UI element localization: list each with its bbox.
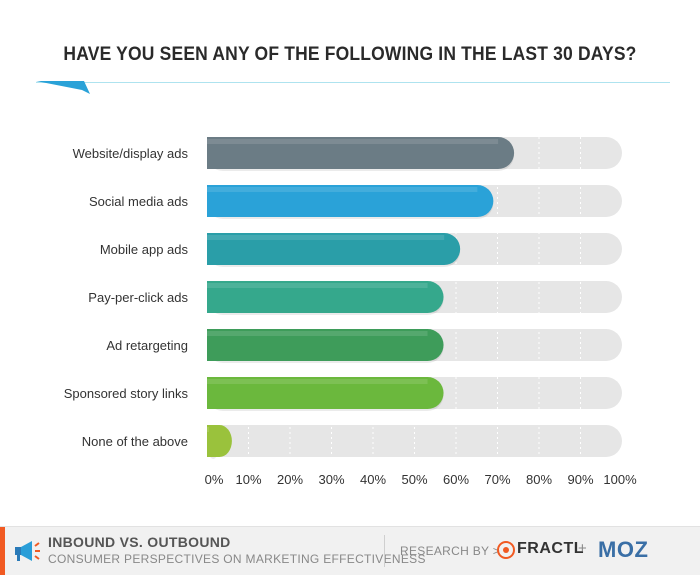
bar (207, 329, 444, 361)
x-tick-label: 30% (318, 472, 344, 487)
category-label: Sponsored story links (64, 386, 189, 401)
x-tick-label: 60% (443, 472, 469, 487)
footer-divider (384, 535, 385, 567)
chart-title: HAVE YOU SEEN ANY OF THE FOLLOWING IN TH… (63, 44, 637, 65)
bar-highlight (207, 283, 428, 288)
category-label: Website/display ads (73, 146, 189, 161)
footer-accent-bar (0, 527, 5, 575)
category-label: Mobile app ads (100, 242, 189, 257)
footer: INBOUND VS. OUTBOUND CONSUMER PERSPECTIV… (0, 526, 700, 575)
category-label: Ad retargeting (106, 338, 188, 353)
bar (207, 137, 515, 169)
bar-highlight (207, 331, 428, 336)
bar-track (207, 425, 622, 457)
x-tick-label: 100% (603, 472, 637, 487)
research-by-label: RESEARCH BY > (400, 544, 501, 558)
moz-logo-text: MOZ (598, 537, 649, 562)
plus-sign: + (578, 540, 587, 557)
title-divider (36, 82, 670, 83)
x-tick-label: 50% (401, 472, 427, 487)
bar-highlight (207, 139, 499, 144)
fractl-logo-text: FRACTL (517, 540, 584, 557)
footer-subtitle: CONSUMER PERSPECTIVES ON MARKETING EFFEC… (48, 552, 426, 566)
category-label: None of the above (82, 434, 188, 449)
x-tick-label: 70% (484, 472, 510, 487)
megaphone-icon (15, 541, 40, 561)
bar-highlight (207, 187, 478, 192)
x-tick-label: 40% (360, 472, 386, 487)
bar-chart: Website/display ads Social media ads Mobil… (64, 137, 637, 487)
title-flag-decoration (36, 81, 90, 94)
footer-title: INBOUND VS. OUTBOUND (48, 534, 231, 550)
x-tick-label: 0% (205, 472, 224, 487)
bar (207, 425, 232, 457)
bar (207, 233, 461, 265)
bar-highlight (207, 235, 445, 240)
category-label: Pay-per-click ads (88, 290, 188, 305)
bar-highlight (207, 379, 428, 384)
x-tick-label: 20% (277, 472, 303, 487)
x-tick-label: 90% (567, 472, 593, 487)
bar (207, 185, 494, 217)
fractl-logo-icon (497, 541, 515, 559)
x-tick-label: 10% (235, 472, 261, 487)
x-tick-label: 80% (526, 472, 552, 487)
bar (207, 281, 444, 313)
category-label: Social media ads (89, 194, 188, 209)
bar (207, 377, 444, 409)
bar-highlight (207, 427, 209, 432)
